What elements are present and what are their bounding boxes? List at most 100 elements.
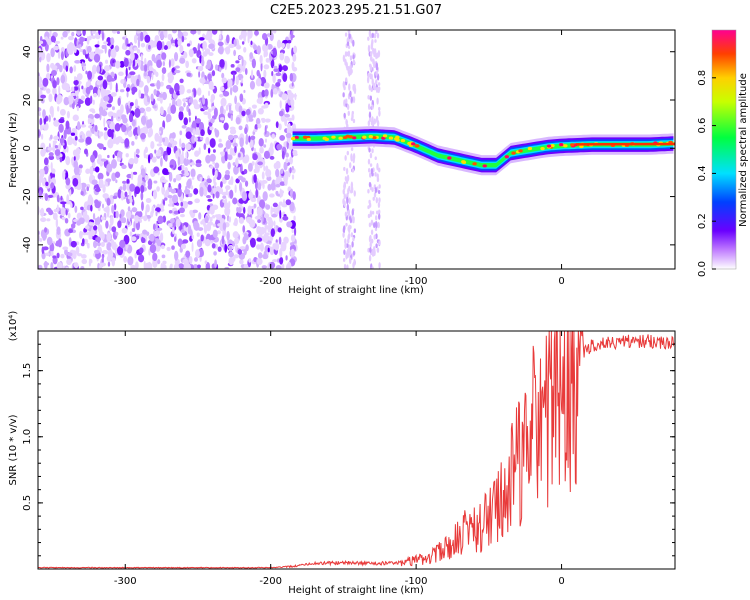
noise-cell — [197, 65, 204, 72]
noise-cell — [186, 89, 192, 94]
noise-cell — [170, 104, 177, 115]
noise-cell — [171, 245, 175, 250]
noise-cell — [82, 238, 85, 245]
noise-cell — [140, 42, 146, 48]
noise-cell — [172, 203, 175, 207]
noise-cell — [56, 77, 60, 86]
noise-cell — [345, 98, 348, 104]
noise-cell — [181, 142, 186, 149]
ytick-label: 1.5 — [22, 363, 33, 379]
xtick-label: -100 — [405, 276, 428, 287]
signal-hotspot — [570, 143, 575, 147]
noise-cell — [154, 149, 157, 154]
noise-cell — [211, 70, 216, 77]
noise-cell — [257, 219, 262, 223]
noise-cell — [65, 155, 71, 166]
signal-hotspot — [461, 160, 466, 164]
noise-cell — [220, 181, 223, 188]
noise-cell — [371, 187, 374, 193]
noise-cell — [233, 129, 236, 133]
noise-cell — [73, 128, 78, 139]
noise-cell — [264, 138, 268, 143]
noise-cell — [112, 60, 115, 64]
noise-cell — [370, 73, 373, 80]
noise-cell — [223, 122, 229, 131]
noise-cell — [190, 30, 197, 35]
noise-cell — [96, 64, 101, 74]
noise-cell — [176, 91, 181, 96]
noise-cell — [227, 161, 231, 170]
noise-cell — [87, 70, 93, 80]
noise-cell — [343, 263, 347, 269]
noise-cell — [287, 92, 294, 101]
noise-cell — [52, 140, 58, 144]
noise-cell — [263, 69, 267, 79]
noise-cell — [69, 66, 73, 74]
noise-cell — [177, 238, 183, 247]
noise-cell — [286, 117, 293, 122]
ytick-label: -20 — [22, 188, 33, 204]
noise-cell — [191, 135, 196, 144]
noise-cell — [344, 51, 348, 57]
noise-cell — [367, 44, 371, 53]
noise-cell — [275, 168, 280, 178]
noise-cell — [350, 96, 353, 103]
noise-cell — [207, 108, 212, 113]
noise-cell — [156, 80, 160, 90]
noise-cell — [143, 215, 148, 222]
noise-cell — [262, 43, 269, 53]
noise-cell — [254, 30, 259, 36]
noise-cell — [188, 193, 193, 198]
noise-cell — [373, 62, 376, 69]
noise-cell — [120, 190, 124, 201]
noise-cell — [368, 222, 372, 228]
noise-cell — [101, 44, 106, 50]
noise-cell — [128, 112, 134, 123]
noise-cell — [229, 189, 234, 199]
noise-cell — [132, 171, 138, 175]
noise-cell — [206, 59, 212, 70]
noise-cell — [256, 206, 263, 217]
noise-cell — [127, 256, 134, 266]
noise-cell — [177, 148, 180, 152]
noise-cell — [186, 72, 191, 77]
noise-cell — [343, 225, 346, 231]
noise-cell — [263, 144, 267, 148]
noise-cell — [291, 174, 295, 180]
noise-cell — [162, 260, 167, 265]
noise-cell — [253, 129, 258, 133]
noise-cell — [275, 239, 278, 244]
noise-cell — [166, 146, 172, 156]
noise-cell — [125, 153, 129, 158]
noise-cell — [239, 137, 244, 148]
noise-cell — [41, 246, 45, 254]
noise-cell — [111, 130, 114, 140]
noise-cell — [184, 188, 191, 195]
noise-cell — [254, 215, 261, 220]
noise-cell — [138, 211, 143, 218]
noise-cell — [234, 184, 237, 193]
noise-cell — [349, 90, 352, 98]
noise-cell — [232, 72, 235, 83]
noise-cell — [263, 213, 270, 219]
noise-cell — [142, 126, 149, 135]
noise-cell — [117, 188, 122, 199]
noise-cell — [70, 132, 76, 136]
noise-cell — [242, 225, 246, 233]
noise-cell — [233, 254, 240, 259]
noise-cell — [85, 70, 88, 75]
noise-cell — [201, 59, 205, 67]
signal-hotspot — [381, 136, 386, 140]
noise-cell — [349, 70, 352, 76]
noise-cell — [50, 250, 54, 257]
noise-cell — [129, 102, 134, 107]
noise-cell — [98, 30, 101, 36]
noise-cell — [264, 102, 269, 109]
noise-cell — [60, 36, 64, 40]
noise-cell — [259, 242, 264, 252]
noise-cell — [265, 168, 272, 178]
signal-hotspot — [331, 135, 336, 139]
noise-cell — [266, 240, 272, 244]
noise-cell — [100, 158, 107, 162]
noise-cell — [117, 71, 124, 76]
